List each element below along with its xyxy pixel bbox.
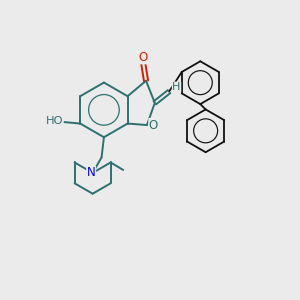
Text: O: O	[149, 118, 158, 131]
Text: H: H	[172, 82, 181, 92]
Text: N: N	[87, 167, 95, 179]
Text: HO: HO	[46, 116, 63, 127]
Text: O: O	[138, 51, 148, 64]
